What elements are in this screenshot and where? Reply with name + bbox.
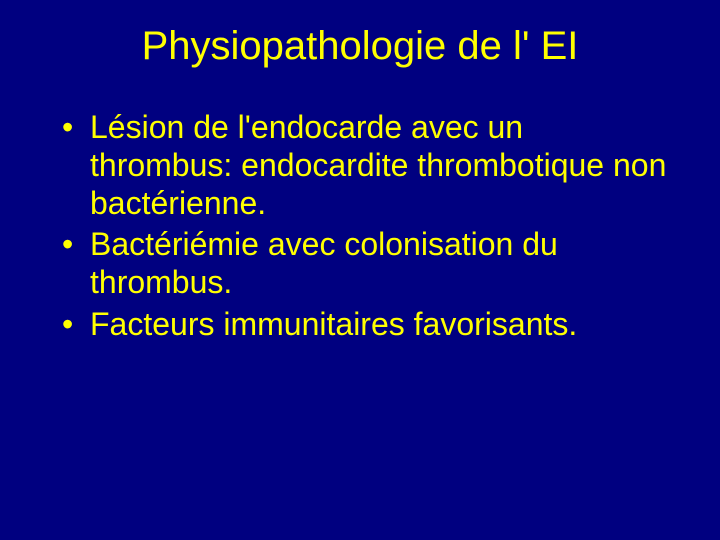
list-item: Bactériémie avec colonisation du thrombu…	[60, 226, 670, 302]
list-item: Facteurs immunitaires favorisants.	[60, 306, 670, 344]
slide: Physiopathologie de l' EI Lésion de l'en…	[0, 0, 720, 540]
slide-title: Physiopathologie de l' EI	[40, 20, 680, 109]
bullet-text: Lésion de l'endocarde avec un thrombus: …	[90, 109, 666, 221]
bullet-text: Facteurs immunitaires favorisants.	[90, 306, 577, 342]
bullet-list: Lésion de l'endocarde avec un thrombus: …	[40, 109, 680, 344]
bullet-text: Bactériémie avec colonisation du thrombu…	[90, 226, 558, 300]
list-item: Lésion de l'endocarde avec un thrombus: …	[60, 109, 670, 222]
